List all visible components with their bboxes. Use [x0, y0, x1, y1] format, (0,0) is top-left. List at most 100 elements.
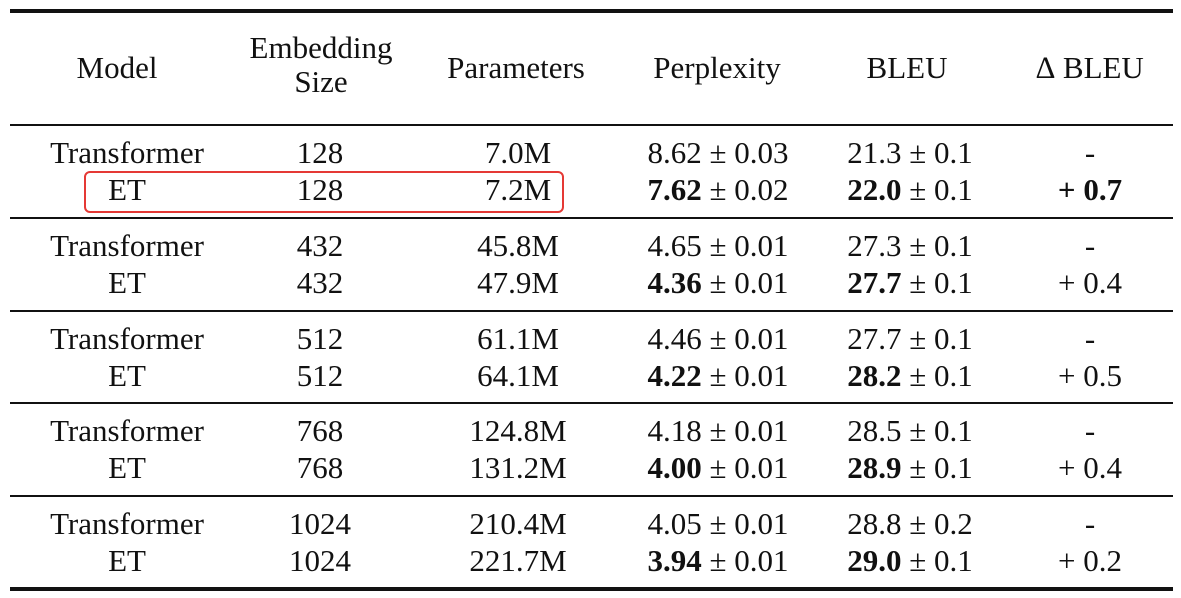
delta-bleu-value: + 0.5 — [1058, 358, 1122, 393]
cell-embedding-size: 432 — [260, 228, 380, 264]
cell-perplexity: 4.65 ± 0.01 — [613, 228, 823, 264]
parameters-value: 210.4M — [469, 506, 567, 541]
bleu-error: ± 0.1 — [901, 265, 973, 300]
bleu-error: ± 0.1 — [901, 358, 973, 393]
cell-parameters: 47.9M — [443, 265, 593, 301]
header-model: Model — [76, 50, 158, 85]
model-name: ET — [108, 172, 146, 207]
bleu-value: 22.0 — [847, 172, 902, 207]
perplexity-value: 4.18 — [647, 413, 702, 448]
cell-embedding-size: 128 — [260, 135, 380, 171]
cell-delta-bleu: + 0.4 — [1015, 265, 1165, 301]
cell-bleu: 28.9 ± 0.1 — [810, 450, 1010, 486]
cell-bleu: 27.7 ± 0.1 — [810, 321, 1010, 357]
cell-model: Transformer — [22, 506, 232, 542]
embedding-size-value: 432 — [296, 265, 344, 300]
cell-perplexity: 7.62 ± 0.02 — [613, 172, 823, 208]
cell-perplexity: 4.46 ± 0.01 — [613, 321, 823, 357]
cell-model: Transformer — [22, 321, 232, 357]
model-name: ET — [108, 358, 146, 393]
parameters-value: 45.8M — [477, 228, 559, 263]
perplexity-error: ± 0.03 — [701, 135, 789, 170]
bleu-value: 28.9 — [847, 450, 902, 485]
cell-parameters: 61.1M — [443, 321, 593, 357]
parameters-value: 124.8M — [469, 413, 567, 448]
cell-delta-bleu: - — [1015, 321, 1165, 357]
embedding-size-value: 768 — [296, 413, 344, 448]
cell-perplexity: 4.18 ± 0.01 — [613, 413, 823, 449]
delta-bleu-value: - — [1084, 506, 1096, 541]
perplexity-error: ± 0.01 — [701, 450, 789, 485]
perplexity-error: ± 0.01 — [701, 358, 789, 393]
cell-delta-bleu: + 0.7 — [1015, 172, 1165, 208]
cell-bleu: 22.0 ± 0.1 — [810, 172, 1010, 208]
cell-parameters: 124.8M — [443, 413, 593, 449]
parameters-value: 7.0M — [484, 135, 552, 170]
parameters-value: 64.1M — [477, 358, 559, 393]
cell-embedding-size: 1024 — [260, 543, 380, 579]
cell-parameters: 64.1M — [443, 358, 593, 394]
perplexity-value: 4.22 — [647, 358, 702, 393]
model-name: Transformer — [50, 413, 204, 448]
bottom-rule — [10, 587, 1173, 591]
cell-bleu: 21.3 ± 0.1 — [810, 135, 1010, 171]
cell-delta-bleu: - — [1015, 228, 1165, 264]
bleu-error: ± 0.1 — [901, 135, 973, 170]
bleu-error: ± 0.1 — [901, 321, 973, 356]
cell-model: Transformer — [22, 135, 232, 171]
delta-bleu-value: - — [1084, 321, 1096, 356]
perplexity-value: 4.46 — [647, 321, 702, 356]
header-bleu: BLEU — [866, 50, 948, 85]
results-table: Model Embedding Size Parameters Perplexi… — [10, 9, 1173, 591]
embedding-size-value: 512 — [296, 321, 344, 356]
parameters-value: 47.9M — [477, 265, 559, 300]
bleu-error: ± 0.1 — [901, 543, 973, 578]
embedding-size-value: 1024 — [289, 506, 351, 541]
header-embedding-size: Embedding Size — [231, 31, 411, 99]
delta-bleu-value: + 0.7 — [1057, 172, 1123, 207]
perplexity-error: ± 0.01 — [701, 265, 789, 300]
delta-bleu-value: - — [1084, 413, 1096, 448]
group-rule — [10, 217, 1173, 219]
bleu-value: 28.5 — [847, 413, 902, 448]
cell-bleu: 29.0 ± 0.1 — [810, 543, 1010, 579]
cell-bleu: 28.5 ± 0.1 — [810, 413, 1010, 449]
bleu-value: 28.8 — [847, 506, 902, 541]
perplexity-value: 4.65 — [647, 228, 702, 263]
cell-delta-bleu: - — [1015, 135, 1165, 171]
bleu-value: 27.7 — [847, 321, 902, 356]
group-rule — [10, 495, 1173, 497]
perplexity-error: ± 0.01 — [701, 228, 789, 263]
embedding-size-value: 432 — [296, 228, 344, 263]
embedding-size-value: 1024 — [289, 543, 351, 578]
model-name: ET — [108, 450, 146, 485]
cell-bleu: 27.7 ± 0.1 — [810, 265, 1010, 301]
perplexity-error: ± 0.01 — [701, 321, 789, 356]
header-embedding-line2: Size — [294, 64, 348, 99]
bleu-error: ± 0.1 — [901, 228, 973, 263]
perplexity-value: 4.36 — [647, 265, 702, 300]
cell-model: ET — [22, 543, 232, 579]
model-name: ET — [108, 265, 146, 300]
cell-delta-bleu: - — [1015, 506, 1165, 542]
embedding-size-value: 128 — [296, 172, 344, 207]
group-rule — [10, 310, 1173, 312]
embedding-size-value: 512 — [296, 358, 344, 393]
delta-bleu-value: + 0.4 — [1058, 450, 1122, 485]
perplexity-error: ± 0.01 — [701, 506, 789, 541]
cell-perplexity: 4.00 ± 0.01 — [613, 450, 823, 486]
highlight-box — [84, 171, 564, 213]
top-rule — [10, 9, 1173, 13]
header-perplexity: Perplexity — [653, 50, 781, 85]
cell-embedding-size: 128 — [260, 172, 380, 208]
bleu-error: ± 0.1 — [901, 450, 973, 485]
perplexity-value: 4.00 — [647, 450, 702, 485]
bleu-value: 29.0 — [847, 543, 902, 578]
cell-parameters: 131.2M — [443, 450, 593, 486]
cell-perplexity: 8.62 ± 0.03 — [613, 135, 823, 171]
cell-bleu: 28.8 ± 0.2 — [810, 506, 1010, 542]
model-name: Transformer — [50, 135, 204, 170]
cell-bleu: 27.3 ± 0.1 — [810, 228, 1010, 264]
delta-bleu-value: - — [1084, 228, 1096, 263]
perplexity-value: 8.62 — [647, 135, 702, 170]
